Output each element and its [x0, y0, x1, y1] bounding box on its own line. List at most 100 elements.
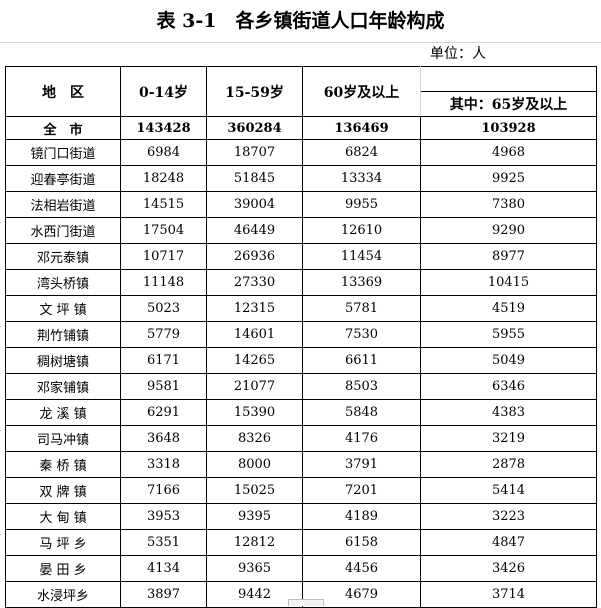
cell-age-0-14: 11148 [120, 269, 207, 296]
table-row: 水西门街道 17504 46449 12610 9290 [5, 217, 597, 244]
cell-age-15-59: 15390 [206, 399, 303, 426]
cell-age-60-plus: 12610 [302, 217, 421, 244]
header-blank-cell [420, 66, 597, 92]
header-age-0-14: 0-14岁 [120, 66, 207, 117]
cell-age-65-plus: 10415 [420, 269, 597, 296]
unit-label: 单位：人 [430, 46, 486, 62]
row-region-name: 稠树塘镇 [5, 347, 121, 374]
cell-age-0-14: 3648 [120, 425, 207, 452]
row-region-name: 晏 田 乡 [5, 555, 121, 582]
cell-age-65-plus: 4519 [420, 295, 597, 322]
cell-age-15-59: 8326 [206, 425, 303, 452]
total-age-15-59: 360284 [206, 116, 303, 140]
table-row: 秦 桥 镇 3318 8000 3791 2878 [5, 451, 597, 478]
cell-age-0-14: 3897 [120, 581, 207, 608]
row-region-name: 大 甸 镇 [5, 503, 121, 530]
cell-age-0-14: 17504 [120, 217, 207, 244]
table-row: 迎春亭街道 18248 51845 13334 9925 [5, 165, 597, 192]
cell-age-15-59: 9365 [206, 555, 303, 582]
cell-age-15-59: 51845 [206, 165, 303, 192]
table-row: 文 坪 镇 5023 12315 5781 4519 [5, 295, 597, 322]
cell-age-60-plus: 5848 [302, 399, 421, 426]
cell-age-60-plus: 7201 [302, 477, 421, 504]
table-row: 镜门口街道 6984 18707 6824 4968 [5, 139, 597, 166]
cell-age-15-59: 46449 [206, 217, 303, 244]
table-row: 马 坪 乡 5351 12812 6158 4847 [5, 529, 597, 556]
cell-age-60-plus: 13369 [302, 269, 421, 296]
row-region-name: 文 坪 镇 [5, 295, 121, 322]
cell-age-0-14: 7166 [120, 477, 207, 504]
cell-age-60-plus: 3791 [302, 451, 421, 478]
row-region-name: 荆竹铺镇 [5, 321, 121, 348]
cell-age-65-plus: 4847 [420, 529, 597, 556]
cell-age-0-14: 5351 [120, 529, 207, 556]
header-row: 地 区 0-14岁 15-59岁 60岁及以上 [5, 66, 597, 117]
cell-age-15-59: 27330 [206, 269, 303, 296]
cell-age-15-59: 9442 [206, 581, 303, 608]
cell-age-15-59: 9395 [206, 503, 303, 530]
cell-age-65-plus: 9925 [420, 165, 597, 192]
cell-age-0-14: 4134 [120, 555, 207, 582]
cell-age-15-59: 21077 [206, 373, 303, 400]
table-row: 稠树塘镇 6171 14265 6611 5049 [5, 347, 597, 374]
gridline [0, 42, 601, 43]
cell-age-15-59: 14265 [206, 347, 303, 374]
row-region-name: 秦 桥 镇 [5, 451, 121, 478]
cell-age-60-plus: 5781 [302, 295, 421, 322]
cell-age-60-plus: 8503 [302, 373, 421, 400]
cell-age-65-plus: 3426 [420, 555, 597, 582]
cell-age-0-14: 3318 [120, 451, 207, 478]
cell-age-60-plus: 7530 [302, 321, 421, 348]
cell-age-0-14: 6291 [120, 399, 207, 426]
cell-age-0-14: 6171 [120, 347, 207, 374]
cell-age-15-59: 8000 [206, 451, 303, 478]
table-row: 双 牌 镇 7166 15025 7201 5414 [5, 477, 597, 504]
cell-age-0-14: 18248 [120, 165, 207, 192]
row-region-name: 双 牌 镇 [5, 477, 121, 504]
cell-age-15-59: 18707 [206, 139, 303, 166]
cell-age-65-plus: 9290 [420, 217, 597, 244]
cell-age-15-59: 26936 [206, 243, 303, 270]
row-region-name: 邓元泰镇 [5, 243, 121, 270]
cell-age-65-plus: 4383 [420, 399, 597, 426]
table-row: 大 甸 镇 3953 9395 4189 3223 [5, 503, 597, 530]
row-region-name: 马 坪 乡 [5, 529, 121, 556]
total-age-0-14: 143428 [120, 116, 207, 140]
total-age-60-plus: 136469 [302, 116, 421, 140]
cell-age-15-59: 14601 [206, 321, 303, 348]
cell-age-15-59: 12812 [206, 529, 303, 556]
cell-age-60-plus: 9955 [302, 191, 421, 218]
row-region-name: 邓家铺镇 [5, 373, 121, 400]
row-region-name: 镜门口街道 [5, 139, 121, 166]
cell-age-65-plus: 6346 [420, 373, 597, 400]
page-title: 表 3-1 各乡镇街道人口年龄构成 [156, 10, 445, 32]
total-label: 全 市 [5, 116, 121, 140]
table-row: 司马冲镇 3648 8326 4176 3219 [5, 425, 597, 452]
total-row: 全 市 143428 360284 136469 103928 [5, 116, 597, 140]
total-age-65-plus: 103928 [420, 116, 597, 140]
cell-age-65-plus: 7380 [420, 191, 597, 218]
cell-age-15-59: 15025 [206, 477, 303, 504]
table-row: 邓元泰镇 10717 26936 11454 8977 [5, 243, 597, 270]
cell-age-65-plus: 3714 [420, 581, 597, 608]
cell-age-0-14: 3953 [120, 503, 207, 530]
cell-age-0-14: 5023 [120, 295, 207, 322]
row-region-name: 法相岩街道 [5, 191, 121, 218]
cell-age-60-plus: 4456 [302, 555, 421, 582]
row-region-name: 迎春亭街道 [5, 165, 121, 192]
sheet-scroll-tab [288, 599, 324, 606]
cell-age-60-plus: 4176 [302, 425, 421, 452]
cell-age-65-plus: 4968 [420, 139, 597, 166]
cell-age-60-plus: 6611 [302, 347, 421, 374]
subheader-row: 其中：65岁及以上 [6, 91, 597, 117]
table-row: 邓家铺镇 9581 21077 8503 6346 [5, 373, 597, 400]
table-row: 法相岩街道 14515 39004 9955 7380 [5, 191, 597, 218]
cell-age-15-59: 39004 [206, 191, 303, 218]
cell-age-60-plus: 11454 [302, 243, 421, 270]
header-age-65-plus: 其中：65岁及以上 [420, 91, 597, 117]
cell-age-0-14: 9581 [120, 373, 207, 400]
row-region-name: 司马冲镇 [5, 425, 121, 452]
table-row: 湾头桥镇 11148 27330 13369 10415 [5, 269, 597, 296]
header-region: 地 区 [5, 66, 121, 117]
